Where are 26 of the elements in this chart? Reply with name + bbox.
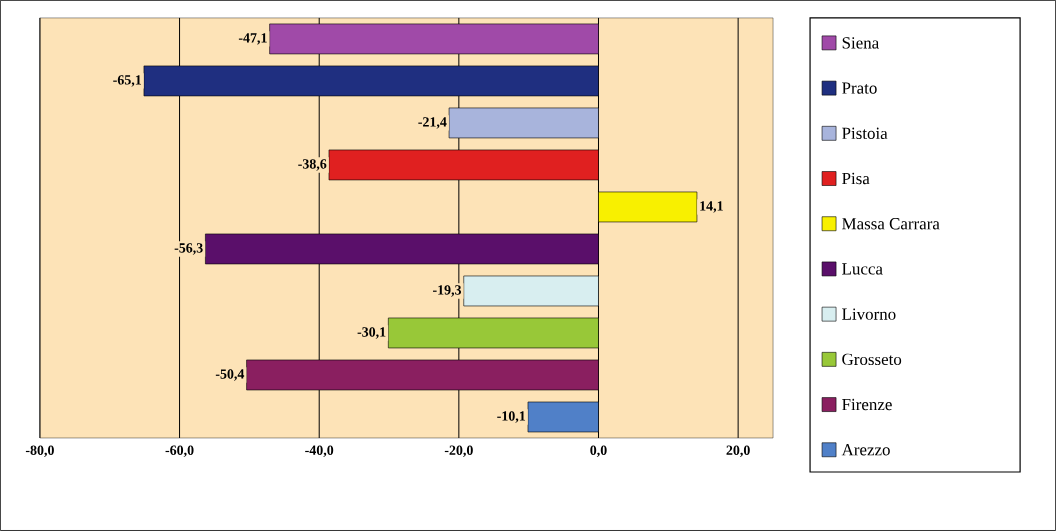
data-label: -47,1 xyxy=(238,33,267,45)
data-label: -21,4 xyxy=(418,117,447,129)
legend-label: Grosseto xyxy=(842,353,902,366)
legend-label: Livorno xyxy=(842,308,896,320)
legend-label: Prato xyxy=(842,82,877,94)
legend-label: Lucca xyxy=(842,263,883,275)
legend-label: Firenze xyxy=(842,398,892,411)
x-tick-label: 20,0 xyxy=(726,445,750,457)
x-tick-label: -80,0 xyxy=(25,445,54,457)
data-label: -56,3 xyxy=(174,243,203,255)
data-label: -65,1 xyxy=(113,75,142,87)
x-tick-label: 0,0 xyxy=(590,445,607,457)
data-label: -30,1 xyxy=(357,327,386,339)
legend-label: Siena xyxy=(842,37,879,49)
data-label: -19,3 xyxy=(433,285,462,297)
legend-label: Arezzo xyxy=(841,444,890,456)
data-label: -50,4 xyxy=(215,369,245,381)
data-label: 14,1 xyxy=(700,201,723,213)
data-label: -10,1 xyxy=(497,411,526,423)
legend-label: Pistoia xyxy=(842,127,888,140)
legend-label: Pisa xyxy=(842,172,870,185)
x-tick-label: -60,0 xyxy=(165,445,194,457)
x-tick-label: -40,0 xyxy=(305,445,334,457)
data-label: -38,6 xyxy=(298,159,327,171)
legend-label: Massa Carrara xyxy=(842,218,940,230)
x-tick-label: -20,0 xyxy=(444,445,473,457)
